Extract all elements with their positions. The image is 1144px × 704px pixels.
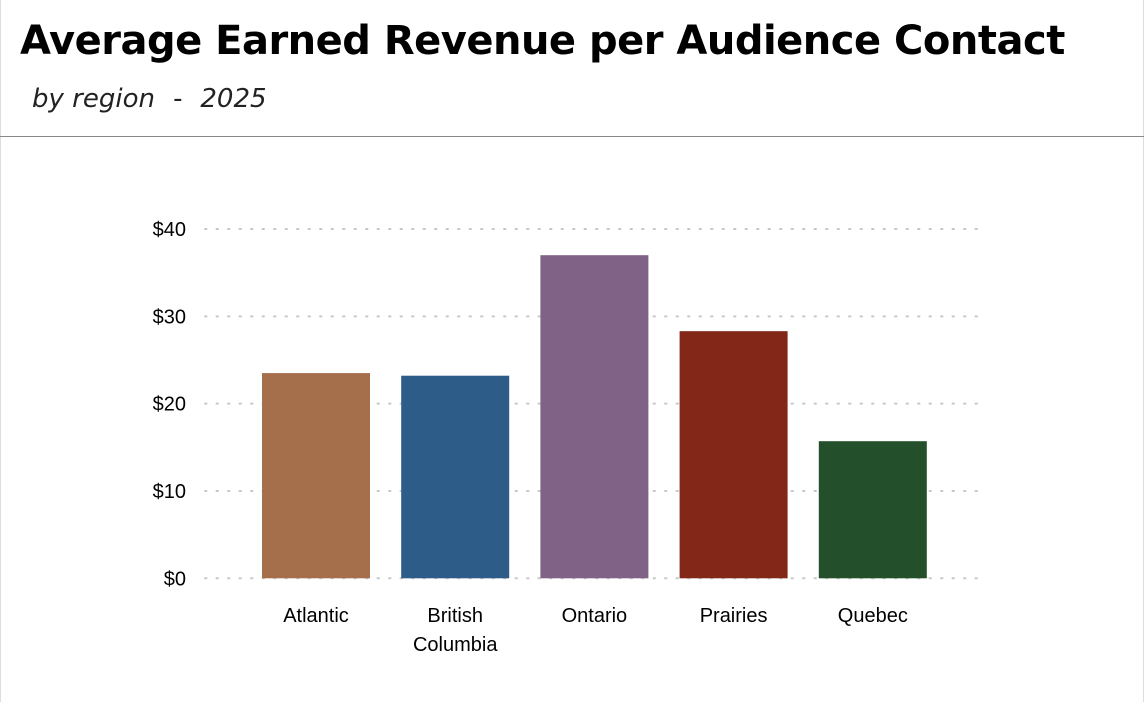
chart-subtitle: by region -2025 bbox=[32, 84, 285, 114]
y-tick-label: $0 bbox=[164, 568, 186, 590]
x-category-label: Atlantic bbox=[283, 605, 349, 627]
bar-prairies bbox=[679, 331, 788, 579]
y-tick-label: $10 bbox=[153, 481, 186, 503]
y-tick-label: $40 bbox=[153, 219, 186, 241]
subtitle-by: by region bbox=[32, 84, 155, 114]
bar-atlantic bbox=[262, 373, 370, 579]
bar-quebec bbox=[818, 441, 927, 579]
header-divider bbox=[0, 136, 1144, 137]
x-category-label: British Columbia bbox=[413, 605, 498, 656]
y-tick-label: $30 bbox=[153, 306, 186, 328]
subtitle-year: 2025 bbox=[200, 84, 267, 114]
chart-title: Average Earned Revenue per Audience Cont… bbox=[20, 18, 1065, 64]
y-tick-label: $20 bbox=[153, 394, 186, 416]
x-category-label: Ontario bbox=[562, 605, 628, 627]
bar-british-columbia bbox=[401, 375, 510, 579]
subtitle-sep: - bbox=[172, 84, 183, 114]
x-category-label: Prairies bbox=[700, 605, 768, 627]
x-category-label: Quebec bbox=[838, 605, 908, 627]
bar-ontario bbox=[540, 255, 649, 579]
